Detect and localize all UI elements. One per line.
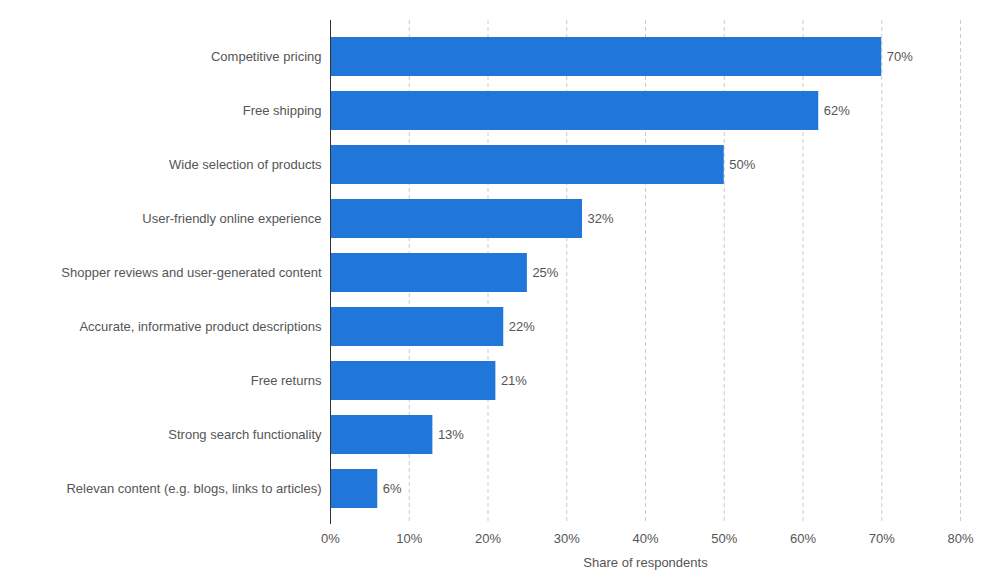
svg-text:70%: 70% xyxy=(887,49,913,64)
svg-text:62%: 62% xyxy=(824,103,850,118)
svg-text:22%: 22% xyxy=(509,319,535,334)
svg-text:Share of respondents: Share of respondents xyxy=(583,555,708,570)
svg-text:32%: 32% xyxy=(588,211,614,226)
svg-text:70%: 70% xyxy=(869,531,895,546)
svg-text:6%: 6% xyxy=(383,481,402,496)
svg-text:60%: 60% xyxy=(790,531,816,546)
svg-text:Free returns: Free returns xyxy=(251,373,322,388)
svg-text:21%: 21% xyxy=(501,373,527,388)
svg-text:Accurate, informative product: Accurate, informative product descriptio… xyxy=(79,319,322,334)
svg-text:Wide selection of products: Wide selection of products xyxy=(169,157,322,172)
svg-text:13%: 13% xyxy=(438,427,464,442)
svg-text:0%: 0% xyxy=(321,531,340,546)
svg-text:80%: 80% xyxy=(947,531,973,546)
svg-text:Free shipping: Free shipping xyxy=(243,103,322,118)
svg-text:Competitive pricing: Competitive pricing xyxy=(211,49,322,64)
svg-text:20%: 20% xyxy=(475,531,501,546)
svg-text:User-friendly online experienc: User-friendly online experience xyxy=(142,211,321,226)
svg-text:50%: 50% xyxy=(729,157,755,172)
svg-text:40%: 40% xyxy=(632,531,658,546)
svg-text:Strong search functionality: Strong search functionality xyxy=(168,427,322,442)
svg-text:10%: 10% xyxy=(396,531,422,546)
svg-text:30%: 30% xyxy=(554,531,580,546)
svg-text:25%: 25% xyxy=(532,265,558,280)
svg-text:Shopper reviews and user-gener: Shopper reviews and user-generated conte… xyxy=(61,265,322,280)
svg-text:50%: 50% xyxy=(711,531,737,546)
svg-text:Relevan content (e.g. blogs, l: Relevan content (e.g. blogs, links to ar… xyxy=(66,481,321,496)
